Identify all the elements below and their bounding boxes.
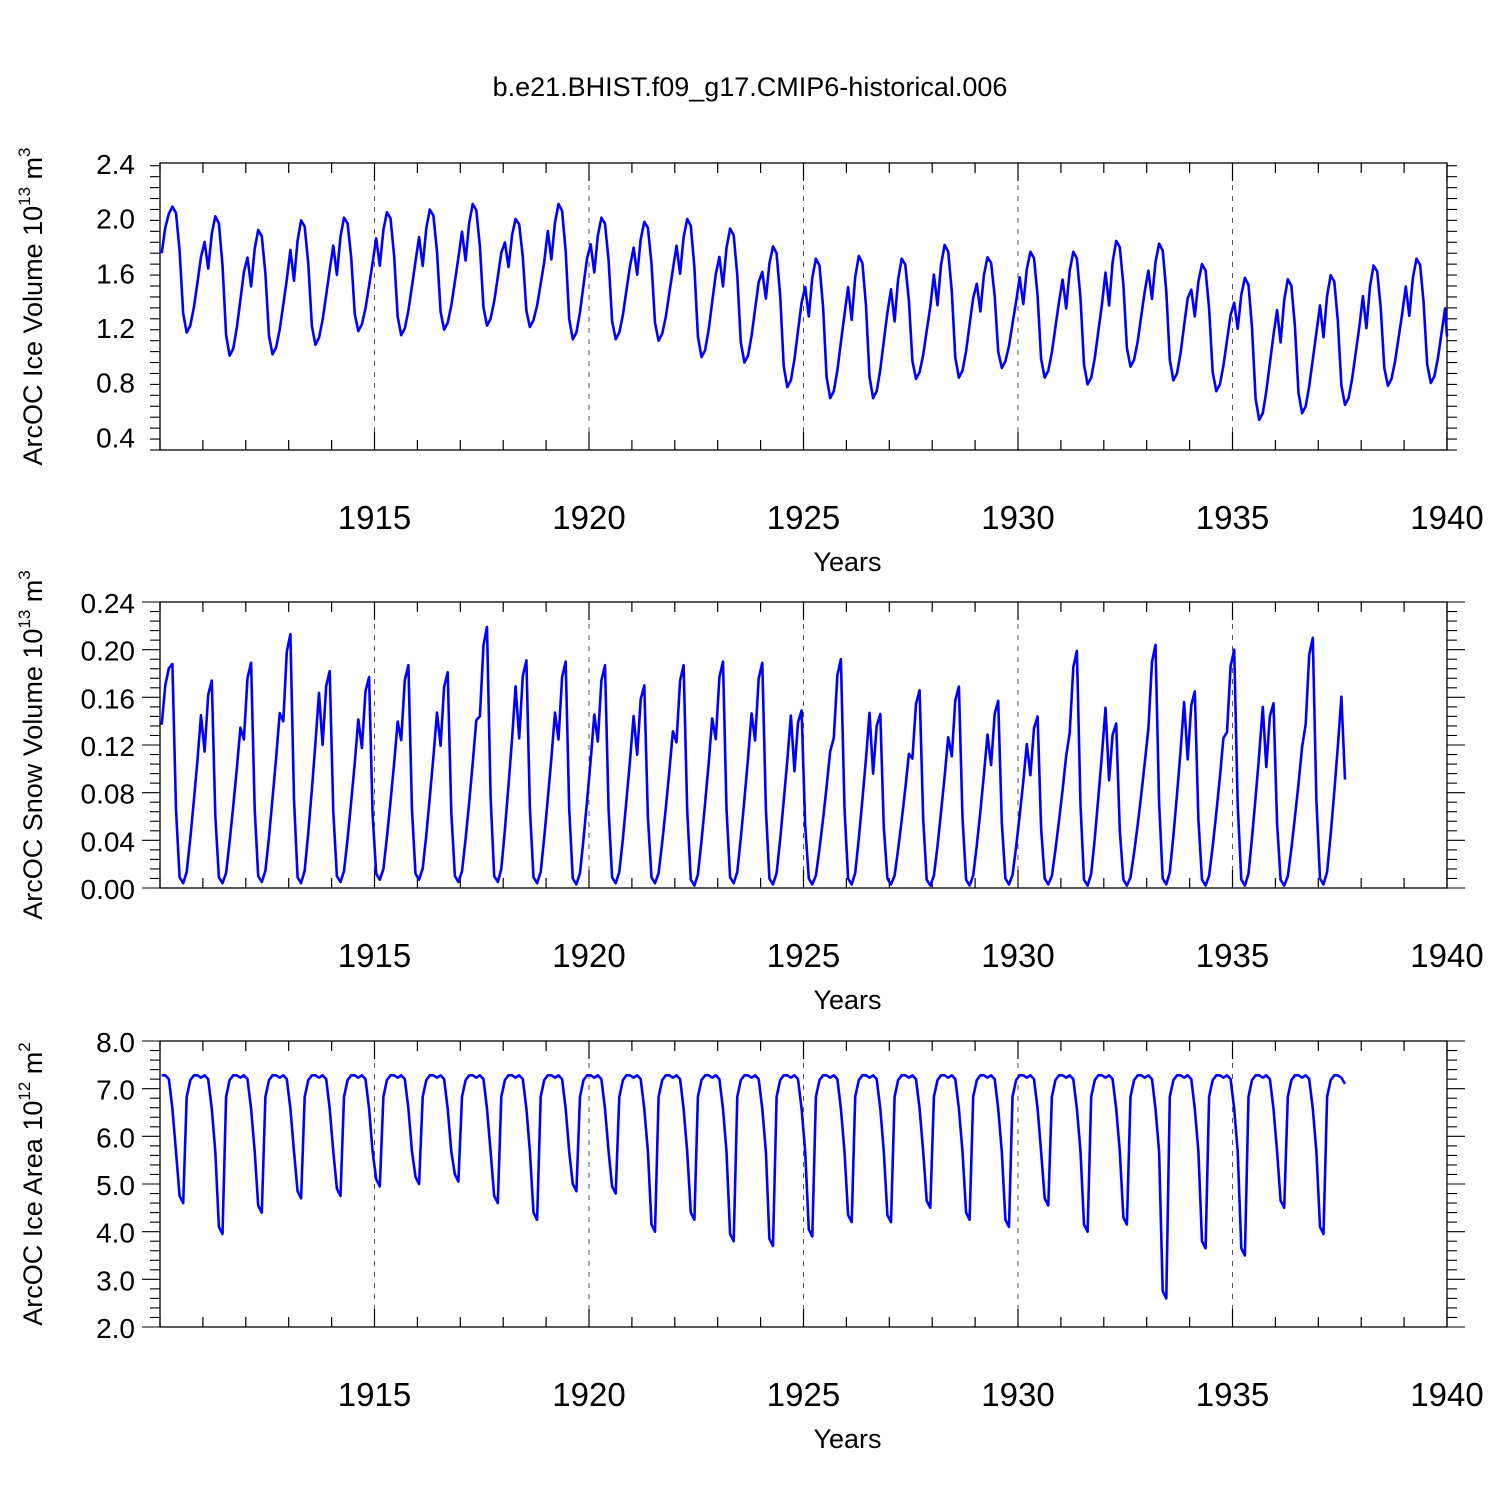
x-tick-label: 1930 xyxy=(981,937,1054,974)
y-axis-label: ArcOC Ice Area 1012 m2 xyxy=(15,1042,48,1326)
x-tick-label: 1920 xyxy=(552,1376,625,1413)
x-tick-label: 1915 xyxy=(338,1376,411,1413)
y-tick-label: 2.4 xyxy=(96,149,135,180)
x-tick-label: 1925 xyxy=(767,937,840,974)
series-line xyxy=(161,1074,1347,1300)
y-tick-label: 2.0 xyxy=(96,204,135,235)
y-tick-label: 4.0 xyxy=(96,1218,135,1249)
y-tick-label: 8.0 xyxy=(96,1027,135,1058)
y-tick-label: 0.16 xyxy=(81,683,136,714)
y-tick-label: 0.8 xyxy=(96,368,135,399)
x-tick-label: 1935 xyxy=(1196,499,1269,536)
y-tick-label: 0.12 xyxy=(81,731,136,762)
snow-volume-panel: 1915 1920 1925 1930 1935 1940 Years 0.00 0.04 0.0… xyxy=(15,570,1484,1015)
y-tick-label: 1.6 xyxy=(96,258,135,289)
y-tick-label: 2.0 xyxy=(96,1313,135,1344)
x-tick-label: 1935 xyxy=(1196,1376,1269,1413)
y-tick-label: 1.2 xyxy=(96,313,135,344)
y-tick-label: 0.04 xyxy=(81,826,136,857)
x-axis-label: Years xyxy=(813,1424,881,1454)
x-tick-label: 1940 xyxy=(1410,937,1483,974)
ice-area-panel: 1915 1920 1925 1930 1935 1940 Years 2.0 3.0 4.0 5.… xyxy=(15,1027,1484,1454)
figure-title: b.e21.BHIST.f09_g17.CMIP6-historical.006 xyxy=(493,72,1008,102)
x-tick-label: 1940 xyxy=(1410,499,1483,536)
y-tick-label: 0.4 xyxy=(96,422,135,453)
y-axis-label: ArcOC Snow Volume 1013 m3 xyxy=(15,570,48,920)
y-tick-label: 6.0 xyxy=(96,1122,135,1153)
x-tick-label: 1925 xyxy=(767,1376,840,1413)
y-tick-label: 5.0 xyxy=(96,1170,135,1201)
x-tick-label: 1930 xyxy=(981,499,1054,536)
x-tick-label: 1915 xyxy=(338,499,411,536)
x-tick-label: 1930 xyxy=(981,1376,1054,1413)
series-line xyxy=(160,202,1449,422)
x-tick-label: 1935 xyxy=(1196,937,1269,974)
series-line xyxy=(160,625,1347,887)
y-tick-label: 0.00 xyxy=(81,874,136,905)
x-axis-label: Years xyxy=(813,547,881,577)
x-tick-label: 1915 xyxy=(338,937,411,974)
y-tick-label: 0.20 xyxy=(81,636,136,667)
y-tick-label: 0.24 xyxy=(81,588,136,619)
x-tick-label: 1925 xyxy=(767,499,840,536)
x-tick-label: 1920 xyxy=(552,499,625,536)
x-tick-label: 1940 xyxy=(1410,1376,1483,1413)
y-tick-label: 7.0 xyxy=(96,1075,135,1106)
y-tick-label: 3.0 xyxy=(96,1265,135,1296)
x-axis-label: Years xyxy=(813,985,881,1015)
y-axis-label: ArcOC Ice Volume 1013 m3 xyxy=(15,147,48,465)
x-tick-label: 1920 xyxy=(552,937,625,974)
y-tick-label: 0.08 xyxy=(81,779,136,810)
ice-volume-panel: 1915 1920 1925 1930 1935 1940 Years 0.4 0.8 1.2 1.… xyxy=(15,147,1484,577)
